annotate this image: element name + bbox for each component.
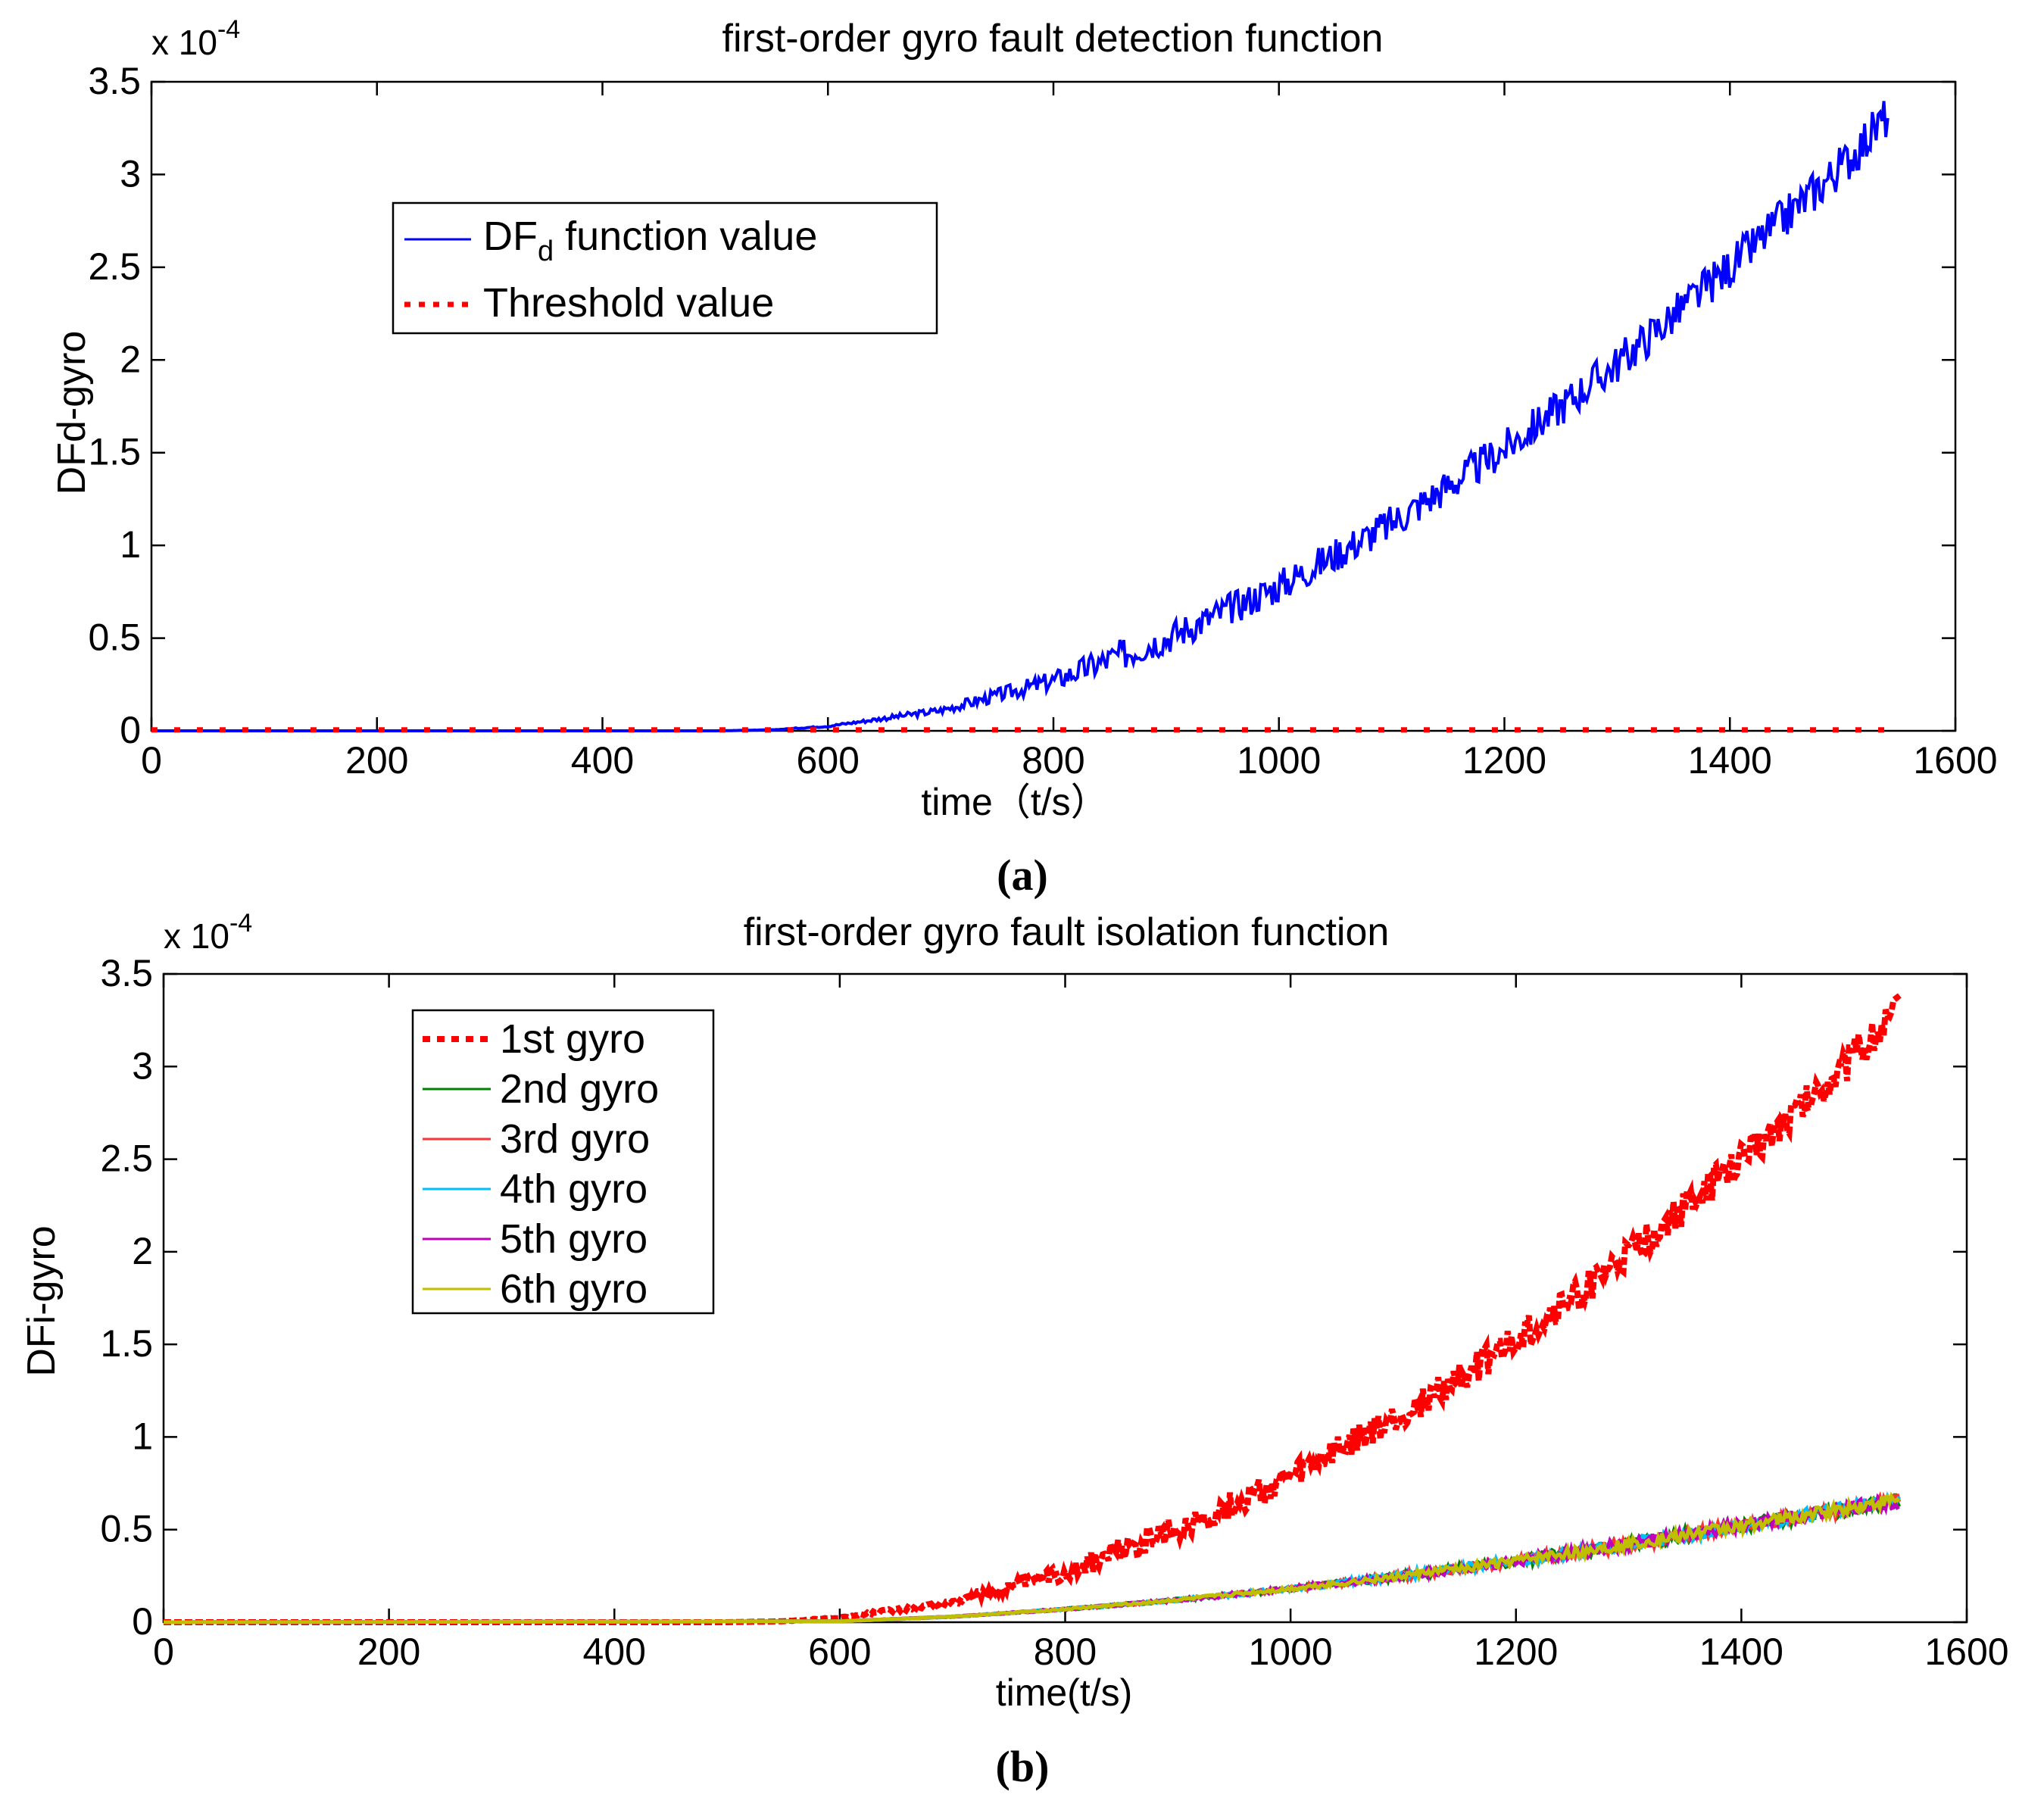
legend-label-threshold: Threshold value — [483, 280, 774, 326]
chart-a-y-axis: 0 0.5 1 1.5 2 2.5 3 3.5 — [88, 60, 1955, 751]
panel-b-label: (b) — [996, 1742, 1050, 1791]
x-tick-label: 1000 — [1237, 739, 1321, 782]
x-tick-label: 1200 — [1462, 739, 1546, 782]
chart-a-x-label: time（t/s） — [921, 781, 1108, 823]
chart-b-x-label: time(t/s) — [996, 1671, 1133, 1714]
x-tick-label: 1600 — [1924, 1631, 2008, 1673]
chart-b-y-scale-exponent: -4 — [229, 909, 252, 938]
y-tick-label: 0.5 — [88, 616, 141, 659]
chart-b-x-axis: 0 200 400 600 800 1000 1200 1400 1600 — [153, 974, 2009, 1673]
panel-a-detection-chart: first-order gyro fault detection functio… — [50, 15, 1998, 900]
legend-label-6th-gyro: 6th gyro — [500, 1266, 648, 1312]
y-tick-label: 3 — [132, 1044, 153, 1087]
y-tick-label: 3.5 — [88, 60, 141, 102]
x-tick-label: 1400 — [1699, 1631, 1783, 1673]
y-tick-label: 0.5 — [100, 1508, 153, 1550]
legend-label-4th-gyro: 4th gyro — [500, 1166, 648, 1212]
chart-a-legend-box — [392, 201, 938, 335]
chart-b-y-label: DFi-gyro — [20, 1225, 64, 1376]
panel-a-label: (a) — [997, 850, 1048, 900]
series-df-function-value — [151, 101, 1890, 732]
y-tick-label: 3 — [120, 152, 141, 195]
legend-label-5th-gyro: 5th gyro — [500, 1216, 648, 1262]
chart-a-legend: DFd function value Threshold value — [392, 201, 938, 335]
chart-b-y-scale-label: x 10 — [164, 916, 229, 956]
chart-a-x-axis: 0 200 400 600 800 1000 1200 1400 1600 — [141, 82, 1998, 782]
x-tick-label: 200 — [357, 1631, 420, 1673]
x-tick-label: 600 — [808, 1631, 871, 1673]
legend-label-3rd-gyro: 3rd gyro — [500, 1116, 650, 1162]
legend-label-1st-gyro: 1st gyro — [500, 1016, 645, 1062]
y-tick-label: 1 — [120, 523, 141, 566]
chart-b-title: first-order gyro fault isolation functio… — [744, 910, 1390, 954]
y-tick-label: 1 — [132, 1415, 153, 1457]
y-tick-label: 0 — [132, 1600, 153, 1643]
x-tick-label: 800 — [1022, 739, 1084, 782]
legend-label-df-function: DFd function value — [483, 214, 817, 267]
y-tick-label: 1.5 — [100, 1322, 153, 1365]
legend-df-main: DF — [483, 214, 538, 259]
x-tick-label: 1600 — [1913, 739, 1997, 782]
legend-df-rest: function value — [554, 214, 817, 259]
chart-b-y-scale: x 10-4 — [164, 909, 252, 956]
x-tick-label: 400 — [583, 1631, 646, 1673]
chart-a-series — [151, 101, 1890, 733]
x-tick-label: 600 — [797, 739, 860, 782]
chart-a-title: first-order gyro fault detection functio… — [722, 17, 1384, 61]
y-tick-label: 2 — [120, 338, 141, 380]
chart-a-plot-area — [150, 80, 1957, 732]
panel-b-isolation-chart: first-order gyro fault isolation functio… — [20, 909, 2009, 1791]
x-tick-label: 1200 — [1474, 1631, 1558, 1673]
y-tick-label: 3.5 — [100, 952, 153, 994]
chart-a-y-label: DFd-gyro — [50, 331, 94, 495]
y-tick-label: 2.5 — [88, 245, 141, 288]
x-tick-label: 0 — [141, 739, 162, 782]
legend-label-2nd-gyro: 2nd gyro — [500, 1066, 659, 1112]
x-tick-label: 0 — [153, 1631, 174, 1673]
legend-df-subscript: d — [538, 236, 554, 267]
x-tick-label: 1400 — [1688, 739, 1772, 782]
chart-b-series — [164, 993, 1902, 1625]
chart-b-legend-box — [411, 1009, 715, 1315]
chart-a-y-scale: x 10-4 — [151, 15, 240, 62]
y-tick-label: 2 — [132, 1230, 153, 1272]
x-tick-label: 400 — [571, 739, 634, 782]
chart-a-y-scale-label: x 10 — [151, 23, 217, 62]
chart-a-y-scale-exponent: -4 — [217, 15, 240, 44]
series-6th-gyro — [164, 1491, 1901, 1624]
y-tick-label: 0 — [120, 709, 141, 751]
y-tick-label: 1.5 — [88, 431, 141, 473]
x-tick-label: 800 — [1034, 1631, 1097, 1673]
x-tick-label: 1000 — [1249, 1631, 1333, 1673]
x-tick-label: 200 — [345, 739, 408, 782]
chart-b-y-axis: 0 0.5 1 1.5 2 2.5 3 3.5 — [100, 952, 1967, 1643]
y-tick-label: 2.5 — [100, 1138, 153, 1180]
